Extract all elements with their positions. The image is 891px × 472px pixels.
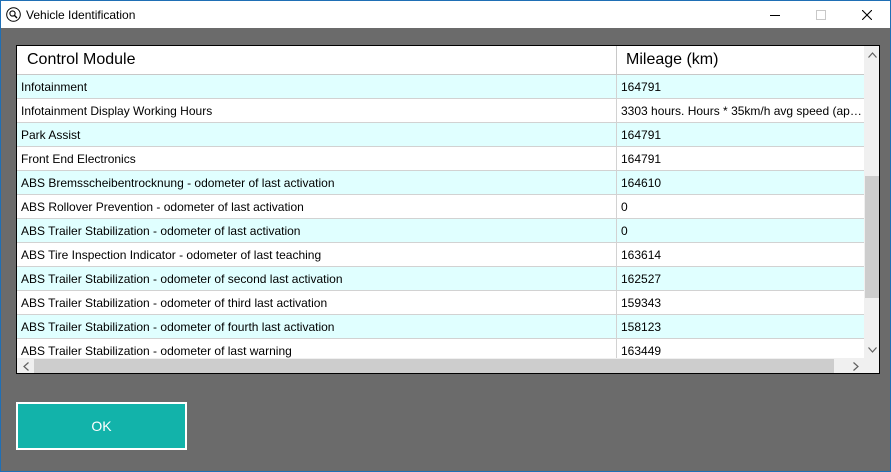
- cell-mileage[interactable]: 158123: [621, 320, 662, 334]
- mileage-data-grid[interactable]: Control Module Mileage (km) Infotainment…: [16, 45, 880, 374]
- cell-mileage[interactable]: 159343: [621, 296, 662, 310]
- scroll-up-button[interactable]: [864, 46, 879, 63]
- scrollbar-corner: [864, 358, 879, 373]
- table-row[interactable]: ABS Trailer Stabilization - odometer of …: [17, 291, 864, 315]
- minimize-icon: [770, 14, 780, 16]
- table-row[interactable]: ABS Trailer Stabilization - odometer of …: [17, 267, 864, 291]
- chevron-up-icon: [868, 51, 877, 58]
- cell-mileage[interactable]: 163449: [621, 344, 662, 358]
- table-row[interactable]: Front End Electronics 164791: [17, 147, 864, 171]
- horizontal-scrollbar[interactable]: [17, 358, 864, 373]
- column-header-control-module[interactable]: Control Module: [17, 46, 617, 74]
- table-row[interactable]: ABS Tire Inspection Indicator - odometer…: [17, 243, 864, 267]
- grid-header: Control Module Mileage (km): [17, 46, 864, 75]
- cell-control-module[interactable]: Park Assist: [17, 123, 617, 146]
- cell-control-module[interactable]: ABS Trailer Stabilization - odometer of …: [17, 315, 617, 338]
- close-icon: [862, 9, 872, 20]
- scroll-down-button[interactable]: [864, 341, 879, 358]
- table-row[interactable]: ABS Trailer Stabilization - odometer of …: [17, 339, 864, 358]
- cell-control-module[interactable]: Front End Electronics: [17, 147, 617, 170]
- table-row[interactable]: ABS Trailer Stabilization - odometer of …: [17, 315, 864, 339]
- cell-control-module[interactable]: Infotainment: [17, 75, 617, 98]
- cell-mileage[interactable]: 164791: [621, 80, 662, 94]
- table-row[interactable]: Infotainment Display Working Hours 3303 …: [17, 99, 864, 123]
- chevron-left-icon: [22, 362, 29, 371]
- column-header-mileage[interactable]: Mileage (km): [626, 51, 719, 68]
- window-title: Vehicle Identification: [26, 8, 136, 22]
- scroll-right-button[interactable]: [847, 358, 864, 373]
- cell-control-module[interactable]: ABS Trailer Stabilization - odometer of …: [17, 267, 617, 290]
- magnifier-icon: [6, 7, 21, 22]
- table-row[interactable]: ABS Trailer Stabilization - odometer of …: [17, 219, 864, 243]
- table-row[interactable]: Infotainment 164791: [17, 75, 864, 99]
- vertical-scrollbar[interactable]: [864, 46, 879, 358]
- close-button[interactable]: [844, 1, 890, 28]
- cell-mileage[interactable]: 163614: [621, 248, 662, 262]
- horizontal-scroll-thumb[interactable]: [34, 359, 834, 373]
- chevron-right-icon: [852, 362, 859, 371]
- grid-rows: Infotainment 164791 Infotainment Display…: [17, 75, 864, 358]
- cell-mileage[interactable]: 164791: [621, 152, 662, 166]
- cell-mileage[interactable]: 164610: [621, 176, 662, 190]
- cell-control-module[interactable]: ABS Trailer Stabilization - odometer of …: [17, 339, 617, 358]
- ok-button[interactable]: OK: [16, 402, 187, 450]
- cell-control-module[interactable]: ABS Trailer Stabilization - odometer of …: [17, 219, 617, 242]
- cell-control-module[interactable]: ABS Bremsscheibentrocknung - odometer of…: [17, 171, 617, 194]
- cell-control-module[interactable]: ABS Trailer Stabilization - odometer of …: [17, 291, 617, 314]
- cell-mileage[interactable]: 164791: [621, 128, 662, 142]
- maximize-icon: [816, 9, 826, 20]
- scroll-left-button[interactable]: [17, 358, 34, 373]
- chevron-down-icon: [868, 346, 877, 353]
- minimize-button[interactable]: [752, 1, 798, 28]
- table-row[interactable]: ABS Bremsscheibentrocknung - odometer of…: [17, 171, 864, 195]
- title-bar[interactable]: Vehicle Identification: [1, 1, 890, 28]
- maximize-button[interactable]: [798, 1, 844, 28]
- cell-control-module[interactable]: ABS Rollover Prevention - odometer of la…: [17, 195, 617, 218]
- cell-mileage[interactable]: 3303 hours. Hours * 35km/h avg speed (ap…: [621, 104, 864, 118]
- cell-control-module[interactable]: ABS Tire Inspection Indicator - odometer…: [17, 243, 617, 266]
- cell-mileage[interactable]: 0: [621, 224, 628, 238]
- table-row[interactable]: Park Assist 164791: [17, 123, 864, 147]
- table-row[interactable]: ABS Rollover Prevention - odometer of la…: [17, 195, 864, 219]
- cell-mileage[interactable]: 0: [621, 200, 628, 214]
- cell-mileage[interactable]: 162527: [621, 272, 662, 286]
- vertical-scroll-thumb[interactable]: [865, 176, 879, 298]
- cell-control-module[interactable]: Infotainment Display Working Hours: [17, 99, 617, 122]
